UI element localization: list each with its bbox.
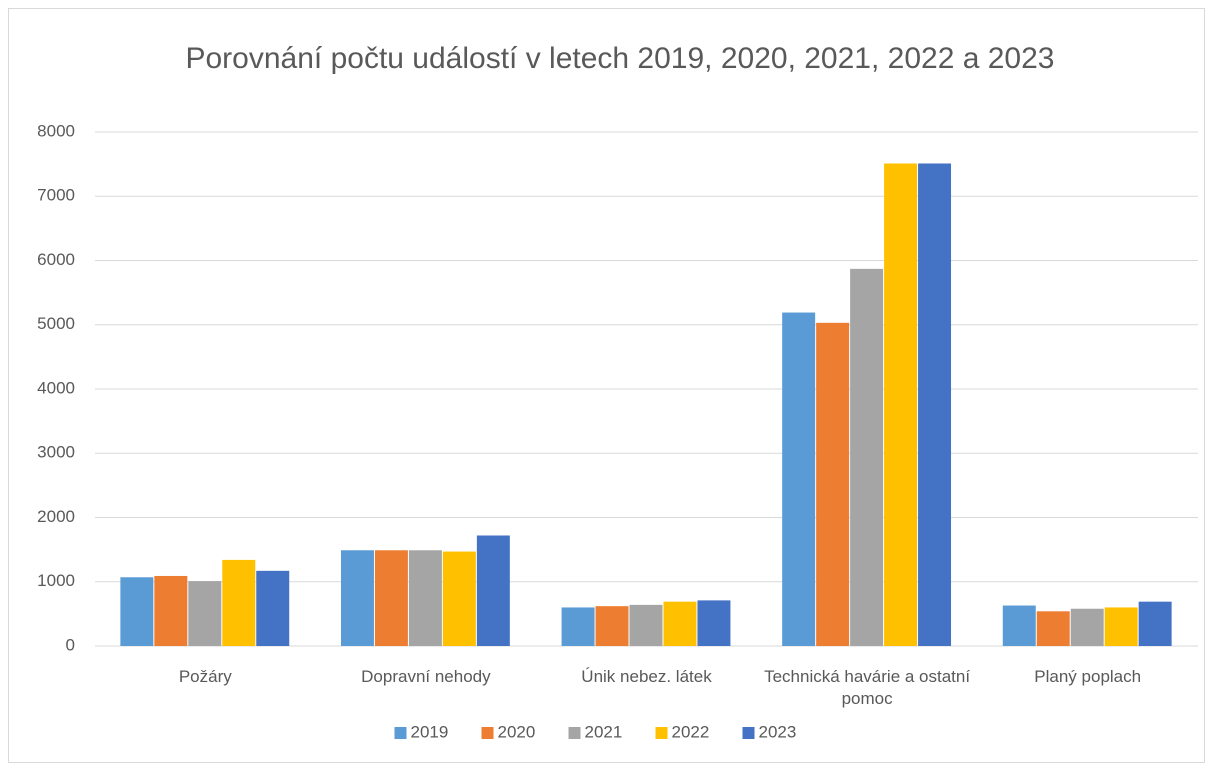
legend-label: 2023 — [759, 722, 797, 741]
bar — [1070, 608, 1104, 646]
y-tick-label: 6000 — [37, 250, 75, 269]
bar — [884, 163, 918, 647]
bar — [442, 551, 476, 646]
bar — [629, 604, 663, 646]
bar — [850, 268, 884, 646]
legend-swatch — [394, 727, 407, 739]
x-tick-label: Technická havárie a ostatní pomoc — [764, 667, 971, 708]
x-tick-label: Dopravní nehody — [361, 667, 491, 686]
y-tick-label: 1000 — [37, 571, 75, 590]
legend-label: 2022 — [672, 722, 710, 741]
legend-label: 2020 — [498, 722, 536, 741]
y-tick-label: 8000 — [37, 121, 75, 140]
bar — [1036, 611, 1070, 646]
bar — [256, 570, 290, 646]
y-tick-label: 7000 — [37, 186, 75, 205]
bar — [595, 606, 629, 646]
bar — [1002, 605, 1036, 646]
chart-title: Porovnání počtu událostí v letech 2019, … — [185, 42, 1055, 75]
bar — [408, 550, 442, 646]
legend-swatch — [568, 727, 581, 739]
legend-label: 2019 — [411, 722, 449, 741]
bar — [374, 550, 408, 646]
x-tick-label: Planý poplach — [1034, 667, 1142, 686]
bar — [816, 322, 850, 646]
legend-swatch — [481, 727, 494, 739]
legend-swatch — [655, 727, 668, 739]
bar — [476, 535, 510, 646]
bar — [663, 601, 697, 646]
bar — [697, 600, 731, 646]
bar — [1104, 607, 1138, 646]
bar — [782, 312, 816, 646]
x-tick-label: Únik nebez. látek — [581, 667, 712, 686]
y-tick-label: 2000 — [37, 507, 75, 526]
bar — [561, 607, 595, 646]
bar — [154, 575, 188, 646]
bar — [120, 577, 154, 646]
chart-border — [8, 8, 1205, 763]
bar — [188, 581, 222, 646]
legend-swatch — [742, 727, 755, 739]
y-tick-label: 4000 — [37, 378, 75, 397]
bar — [340, 550, 374, 646]
y-tick-label: 5000 — [37, 314, 75, 333]
bar — [918, 163, 952, 647]
x-tick-label: Požáry — [178, 667, 232, 686]
y-tick-label: 0 — [66, 635, 75, 654]
bar — [1138, 601, 1172, 646]
bar — [222, 559, 256, 646]
legend-label: 2021 — [585, 722, 623, 741]
y-tick-label: 3000 — [37, 443, 75, 462]
